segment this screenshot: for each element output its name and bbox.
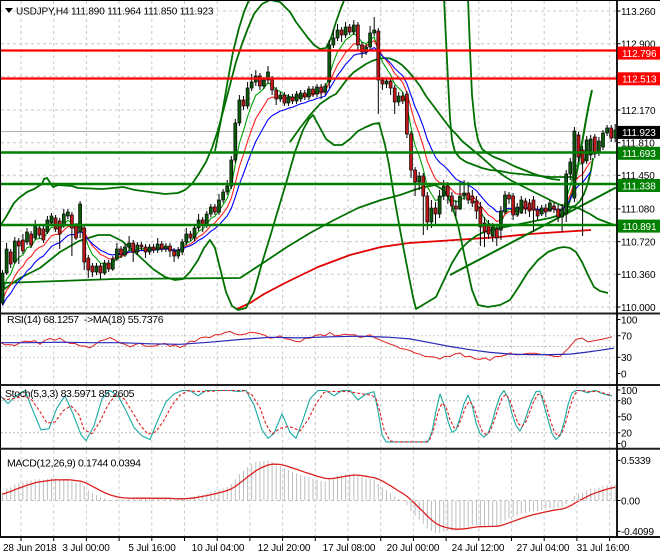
svg-text:-0.4099: -0.4099 (621, 527, 654, 538)
svg-text:113.260: 113.260 (621, 7, 656, 18)
svg-text:27 Jul 04:00: 27 Jul 04:00 (517, 543, 570, 554)
svg-text:0: 0 (621, 369, 627, 380)
svg-text:100: 100 (621, 386, 638, 397)
svg-text:80: 80 (621, 397, 632, 408)
svg-text:USDJPY,H4 111.890 111.964 111.: USDJPY,H4 111.890 111.964 111.850 111.92… (16, 7, 214, 18)
svg-text:0: 0 (621, 439, 627, 450)
svg-text:110.720: 110.720 (621, 237, 656, 248)
svg-text:30: 30 (621, 353, 632, 364)
svg-text:20 Jul 00:00: 20 Jul 00:00 (387, 543, 440, 554)
svg-text:112.170: 112.170 (621, 106, 656, 117)
svg-text:5 Jul 16:00: 5 Jul 16:00 (128, 543, 176, 554)
svg-text:10 Jul 04:00: 10 Jul 04:00 (192, 543, 245, 554)
svg-text:50: 50 (621, 413, 632, 424)
svg-text:111.450: 111.450 (621, 171, 655, 182)
svg-text:70: 70 (621, 332, 632, 343)
svg-text:12 Jul 20:00: 12 Jul 20:00 (258, 543, 311, 554)
svg-text:MACD(12,26,9) 0.1744 0.0394: MACD(12,26,9) 0.1744 0.0394 (7, 457, 141, 469)
svg-text:0.00: 0.00 (621, 496, 640, 507)
svg-text:111.338: 111.338 (622, 181, 656, 192)
svg-text:31 Jul 16:00: 31 Jul 16:00 (577, 543, 630, 554)
svg-text:111.923: 111.923 (622, 128, 656, 139)
svg-text:28 Jun 2018: 28 Jun 2018 (3, 543, 57, 554)
svg-text:24 Jul 12:00: 24 Jul 12:00 (452, 543, 505, 554)
svg-text:111.810: 111.810 (621, 139, 655, 150)
svg-text:Stoch(5,3,3) 83.5971 85.2605: Stoch(5,3,3) 83.5971 85.2605 (5, 388, 135, 400)
svg-text:17 Jul 08:00: 17 Jul 08:00 (323, 543, 376, 554)
svg-text:110.891: 110.891 (622, 222, 657, 233)
svg-text:100: 100 (621, 315, 638, 326)
svg-text:20: 20 (621, 429, 632, 440)
svg-text:111.693: 111.693 (622, 149, 656, 160)
svg-text:3 Jul 00:00: 3 Jul 00:00 (62, 543, 110, 554)
svg-text:110.360: 110.360 (621, 270, 656, 281)
svg-text:112.900: 112.900 (621, 40, 656, 51)
svg-text:111.080: 111.080 (621, 205, 655, 216)
svg-text:0.5339: 0.5339 (621, 456, 651, 467)
svg-text:RSI(14) 68.1257 ->MA(18) 55.7: RSI(14) 68.1257 ->MA(18) 55.7376 (7, 314, 164, 326)
svg-text:110.000: 110.000 (621, 303, 656, 314)
svg-text:112.796: 112.796 (622, 49, 657, 60)
svg-text:112.513: 112.513 (622, 75, 657, 86)
